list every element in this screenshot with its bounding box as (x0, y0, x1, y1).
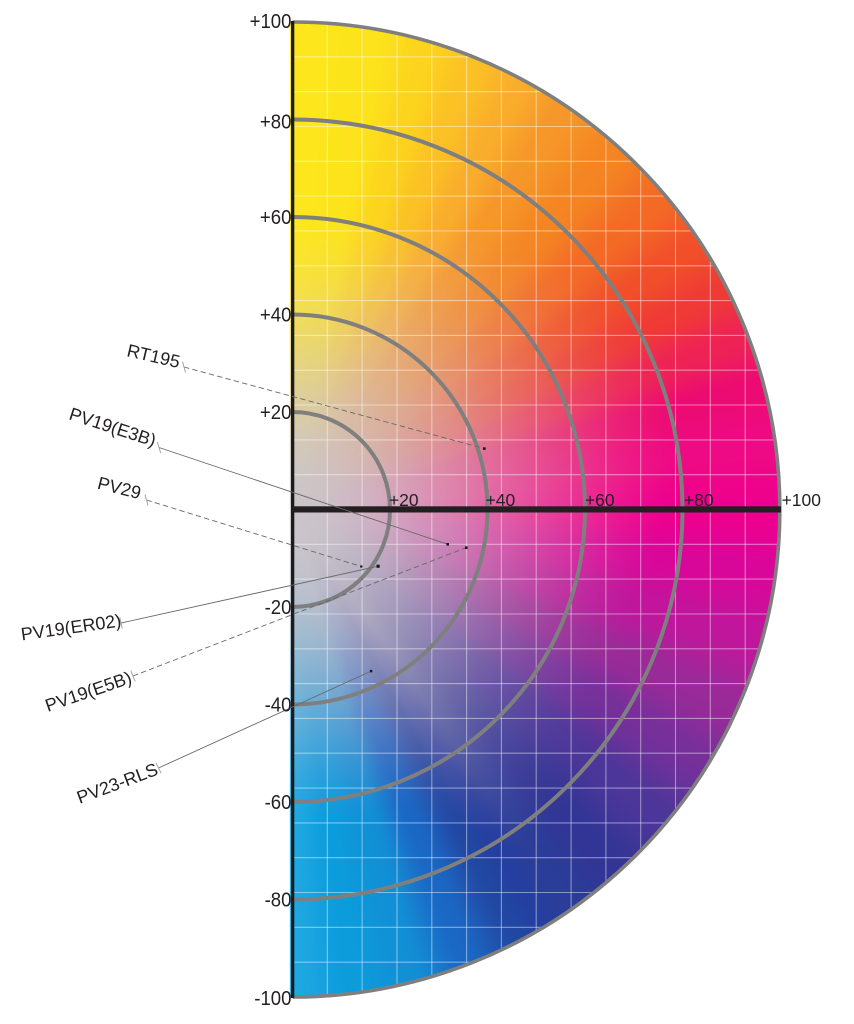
svg-text:+60: +60 (585, 490, 615, 510)
svg-text:-60: -60 (265, 792, 292, 814)
svg-text:+100: +100 (250, 11, 292, 33)
svg-text:-20: -20 (265, 597, 292, 619)
svg-text:PV23-RLS: PV23-RLS (74, 759, 161, 808)
svg-text:PV19(E5B): PV19(E5B) (43, 668, 135, 716)
svg-text:+100: +100 (782, 490, 821, 510)
svg-text:+20: +20 (389, 490, 419, 510)
svg-text:PV19(E3B): PV19(E3B) (67, 404, 159, 451)
svg-text:+20: +20 (260, 403, 292, 425)
svg-text:-100: -100 (254, 988, 291, 1010)
svg-text:+40: +40 (260, 305, 292, 327)
svg-text:PV29: PV29 (96, 473, 144, 503)
svg-text:-80: -80 (265, 890, 292, 912)
svg-text:+40: +40 (486, 490, 516, 510)
svg-text:+80: +80 (684, 490, 714, 510)
svg-text:-40: -40 (265, 695, 292, 717)
svg-text:+80: +80 (260, 112, 292, 134)
svg-text:RT195: RT195 (125, 340, 182, 372)
svg-text:PV19(ER02): PV19(ER02) (20, 611, 123, 645)
svg-text:+60: +60 (260, 208, 292, 230)
